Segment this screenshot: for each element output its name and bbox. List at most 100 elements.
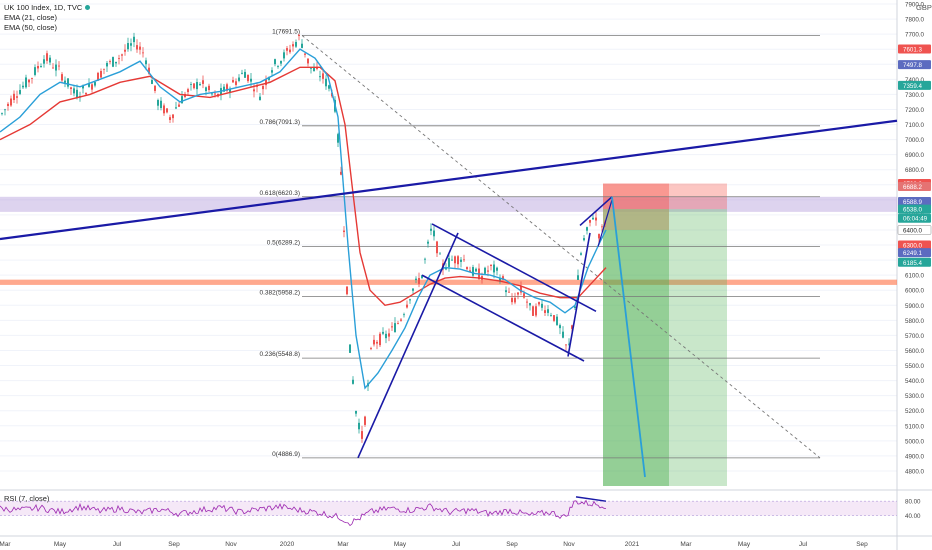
projection-line[interactable] [611,196,646,478]
candle-body[interactable] [283,52,285,59]
candle-body[interactable] [142,52,144,54]
price-tag[interactable] [897,225,932,235]
candle-body[interactable] [379,333,381,346]
candle-body[interactable] [451,259,453,261]
candle-body[interactable] [265,79,267,86]
candle-body[interactable] [490,264,492,267]
candle-body[interactable] [562,331,564,338]
rally-trend-line[interactable] [357,232,459,459]
candle-body[interactable] [70,87,72,90]
candle-body[interactable] [7,103,9,106]
candle-body[interactable] [355,410,357,414]
candle-body[interactable] [529,303,531,306]
candle-body[interactable] [109,61,111,63]
rsi-divergence-line[interactable] [575,496,607,502]
candle-body[interactable] [457,256,459,265]
candle-body[interactable] [16,96,18,98]
candle-body[interactable] [580,253,582,255]
candle-body[interactable] [196,82,198,90]
candles[interactable] [1,32,606,443]
candle-body[interactable] [166,108,168,113]
candle-body[interactable] [160,100,162,109]
candle-body[interactable] [115,61,117,64]
candle-body[interactable] [460,259,462,262]
candle-body[interactable] [475,268,477,272]
candle-body[interactable] [319,76,321,78]
candle-body[interactable] [103,68,105,70]
trend-lines[interactable] [0,119,898,478]
candle-body[interactable] [235,81,237,85]
candle-body[interactable] [280,60,282,64]
candle-body[interactable] [145,60,147,65]
candle-body[interactable] [274,59,276,65]
candle-body[interactable] [292,44,294,47]
candle-body[interactable] [58,65,60,67]
candle-body[interactable] [55,64,57,71]
candle-body[interactable] [328,85,330,89]
candle-body[interactable] [388,333,390,337]
candle-body[interactable] [286,48,288,51]
candle-body[interactable] [94,82,96,86]
candle-body[interactable] [427,241,429,244]
candle-body[interactable] [202,80,204,84]
candle-body[interactable] [577,275,579,280]
candle-body[interactable] [466,267,468,270]
candle-body[interactable] [298,34,300,37]
candle-body[interactable] [511,297,513,303]
wedge-top-line[interactable] [579,196,613,227]
candle-body[interactable] [373,339,375,345]
candle-body[interactable] [169,117,171,120]
candle-body[interactable] [181,96,183,104]
candle-body[interactable] [34,67,36,75]
channel-bottom-line[interactable] [421,274,585,362]
candle-body[interactable] [226,84,228,91]
candle-body[interactable] [106,62,108,67]
candle-body[interactable] [487,270,489,272]
candle-body[interactable] [262,86,264,90]
price-tag[interactable] [898,213,931,223]
candle-body[interactable] [595,217,597,221]
candle-body[interactable] [571,325,573,329]
candle-body[interactable] [100,70,102,78]
candle-body[interactable] [250,78,252,82]
price-tag[interactable] [898,80,931,90]
candle-body[interactable] [61,74,63,81]
candle-body[interactable] [505,290,507,293]
candle-body[interactable] [124,49,126,52]
candle-body[interactable] [46,53,48,61]
candle-body[interactable] [325,78,327,87]
candle-body[interactable] [520,286,522,293]
candle-body[interactable] [28,79,30,83]
candle-body[interactable] [322,73,324,79]
candle-body[interactable] [43,59,45,64]
candle-body[interactable] [208,85,210,91]
time-axis[interactable]: Mar May Jul Sep Nov 2020 Mar May Jul Sep Nov 2021 Ma… [0,535,932,548]
candle-body[interactable] [586,227,588,231]
candle-body[interactable] [517,292,519,295]
price-tag[interactable] [898,60,931,70]
candle-body[interactable] [436,241,438,254]
candle-body[interactable] [271,70,273,73]
candle-body[interactable] [97,72,99,81]
candle-body[interactable] [412,288,414,291]
candle-body[interactable] [310,67,312,69]
candle-body[interactable] [238,77,240,81]
candle-body[interactable] [544,310,546,313]
candle-body[interactable] [154,85,156,91]
candle-body[interactable] [190,84,192,85]
candle-body[interactable] [31,78,33,79]
candle-body[interactable] [289,49,291,53]
candle-body[interactable] [433,230,435,237]
price-tag[interactable] [898,257,931,267]
candle-body[interactable] [349,344,351,353]
candle-body[interactable] [469,270,471,272]
candle-body[interactable] [415,278,417,281]
candle-body[interactable] [22,85,24,88]
candle-body[interactable] [574,306,576,309]
candle-body[interactable] [418,278,420,284]
candle-body[interactable] [10,98,12,106]
candle-body[interactable] [295,42,297,47]
price-tag[interactable] [898,240,931,250]
rsi-legend[interactable]: RSI (7, close) [4,494,50,503]
